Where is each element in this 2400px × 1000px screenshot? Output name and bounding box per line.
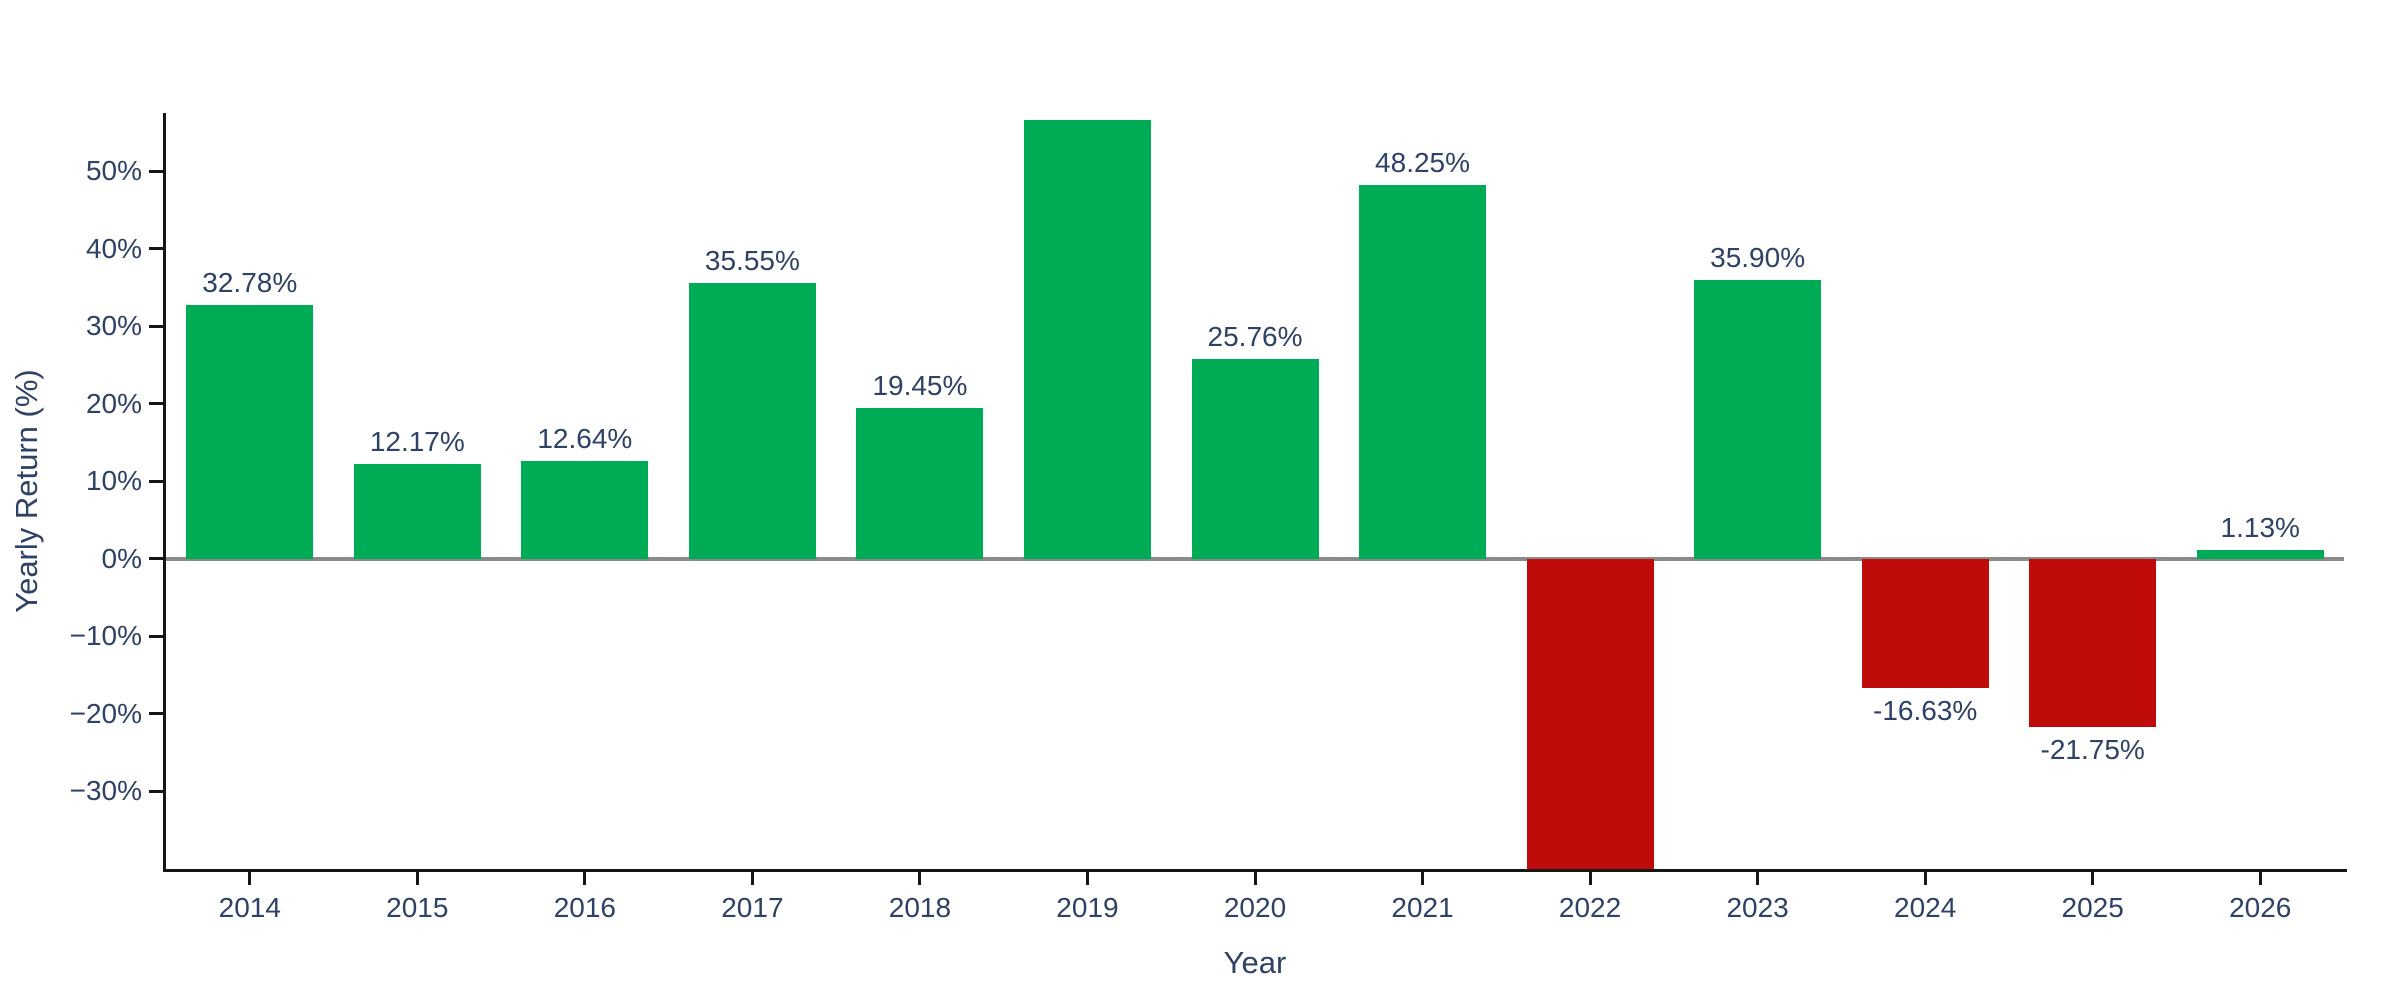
y-tick-label: 0% <box>101 542 142 574</box>
x-tick-mark <box>2091 872 2095 885</box>
bar-value-label-2017: 35.55% <box>704 245 800 277</box>
x-tick-label-2022: 2022 <box>1558 892 1622 923</box>
plot-area <box>166 113 2344 869</box>
y-tick-mark <box>149 557 163 561</box>
bar-2023 <box>1694 280 1822 559</box>
bar-2014 <box>186 304 314 559</box>
bar-value-label-2024: -16.63% <box>1872 694 1978 726</box>
bar-2017 <box>688 283 816 559</box>
bar-2018 <box>856 408 984 559</box>
y-tick-label: 20% <box>85 387 142 419</box>
bar-value-label-2014: 32.78% <box>202 266 298 298</box>
bar-2020 <box>1191 359 1319 559</box>
x-tick-label-2015: 2015 <box>386 892 449 923</box>
y-tick-mark <box>149 324 163 328</box>
x-tick-label-2026: 2026 <box>2229 892 2292 923</box>
x-tick-mark <box>1253 872 1257 885</box>
bar-2015 <box>353 464 481 559</box>
x-axis-title: Year <box>1223 945 1287 980</box>
bar-2025 <box>2029 558 2157 728</box>
x-tick-label-2016: 2016 <box>553 892 616 923</box>
y-tick-label: 30% <box>85 310 142 342</box>
y-tick-label: −30% <box>69 775 142 807</box>
y-tick-mark <box>149 479 163 483</box>
bar-2022 <box>1526 558 1654 869</box>
bar-2021 <box>1359 184 1487 559</box>
bar-2016 <box>521 460 649 559</box>
bar-value-label-2020: 25.76% <box>1207 321 1303 353</box>
y-axis-spine <box>163 113 166 872</box>
x-tick-mark <box>918 872 922 885</box>
bar-value-label-2021: 48.25% <box>1375 146 1471 178</box>
y-tick-mark <box>149 169 163 173</box>
y-tick-label: 10% <box>85 465 142 497</box>
x-tick-mark <box>248 872 252 885</box>
zero-line <box>166 557 2344 561</box>
bar-value-label-2026: 1.13% <box>2220 512 2300 544</box>
x-tick-mark <box>583 872 587 885</box>
x-tick-mark <box>1421 872 1425 885</box>
y-tick-label: −10% <box>69 620 142 652</box>
x-axis-spine <box>163 869 2347 872</box>
y-tick-mark <box>149 634 163 638</box>
x-tick-mark <box>1085 872 1089 885</box>
bar-value-label-2016: 12.64% <box>537 422 633 454</box>
x-tick-mark <box>415 872 419 885</box>
x-tick-label-2014: 2014 <box>218 892 281 923</box>
y-tick-mark <box>149 247 163 251</box>
x-tick-mark <box>750 872 754 885</box>
bar-2026 <box>2196 550 2324 559</box>
bar-value-label-2018: 19.45% <box>872 370 968 402</box>
x-tick-label-2020: 2020 <box>1223 892 1287 923</box>
y-tick-mark <box>149 402 163 406</box>
y-tick-mark <box>149 789 163 793</box>
x-tick-label-2017: 2017 <box>721 892 784 923</box>
y-tick-mark <box>149 712 163 716</box>
y-tick-label: −20% <box>69 697 142 729</box>
x-tick-label-2025: 2025 <box>2061 892 2124 923</box>
x-tick-label-2021: 2021 <box>1391 892 1454 923</box>
x-tick-mark <box>1588 872 1592 885</box>
bar-value-label-2023: 35.90% <box>1710 242 1806 274</box>
bar-2024 <box>1861 558 1989 688</box>
y-tick-label: 40% <box>85 232 142 264</box>
bar-value-label-2025: -21.75% <box>2040 734 2145 766</box>
y-tick-label: 50% <box>85 155 142 187</box>
x-tick-mark <box>1923 872 1927 885</box>
x-tick-label-2018: 2018 <box>888 892 952 923</box>
bar-2019 <box>1023 119 1151 559</box>
x-tick-mark <box>2258 872 2262 885</box>
x-tick-label-2023: 2023 <box>1726 892 1789 923</box>
bar-value-label-2015: 12.17% <box>369 426 465 458</box>
x-tick-label-2024: 2024 <box>1893 892 1957 923</box>
x-tick-mark <box>1756 872 1760 885</box>
x-tick-label-2019: 2019 <box>1056 892 1119 923</box>
